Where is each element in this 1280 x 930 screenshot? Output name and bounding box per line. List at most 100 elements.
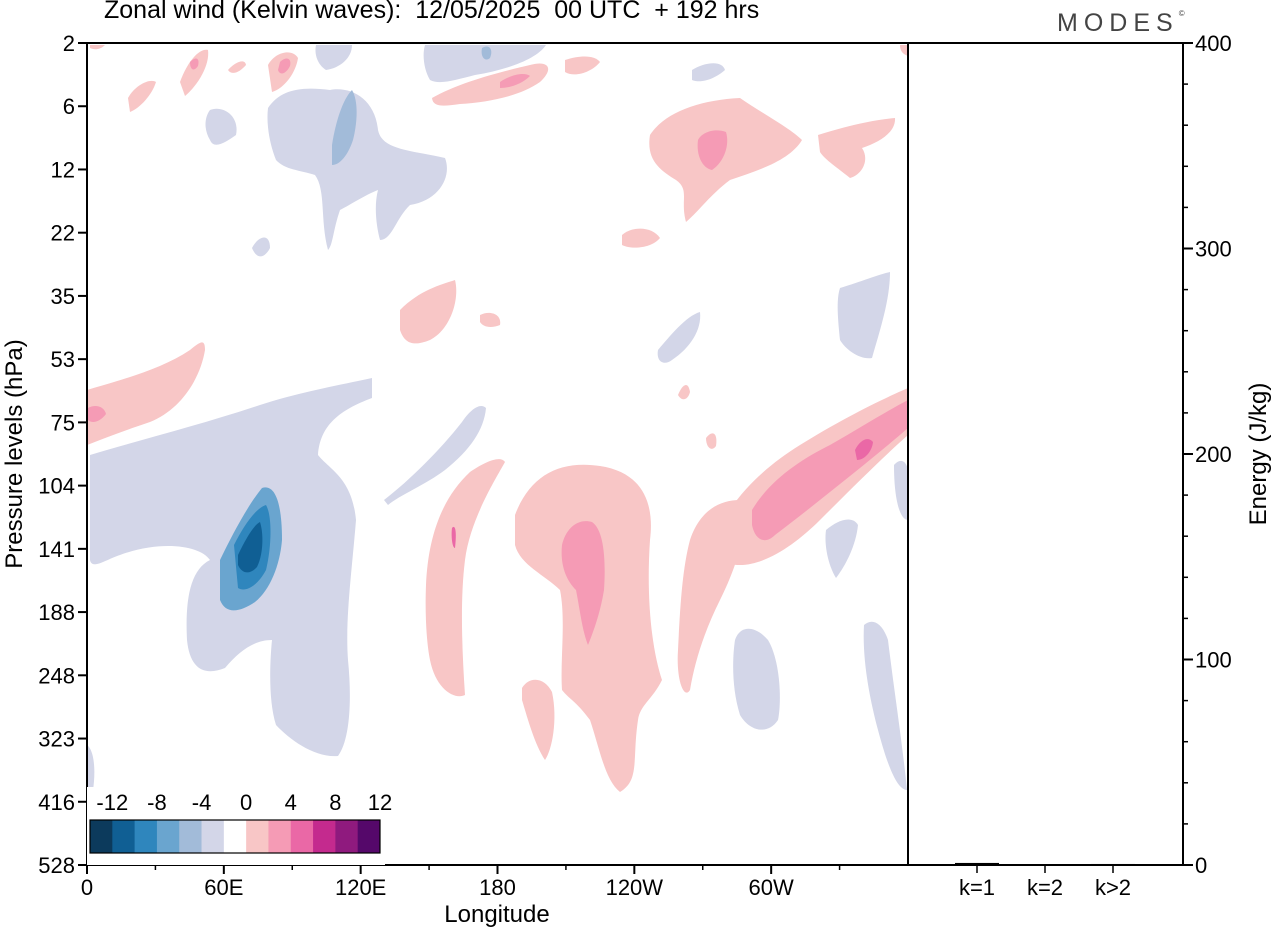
colorbar-label: 8 xyxy=(329,790,341,815)
contour-fields xyxy=(87,45,908,792)
colorbar-swatch xyxy=(335,820,359,853)
neg-region-tiny-core xyxy=(481,46,492,60)
y-tick-label: 248 xyxy=(38,663,75,688)
modes-logo: MODES© xyxy=(1057,9,1185,38)
colorbar-label: -4 xyxy=(192,790,212,815)
x-axis: 0 60E 120E 180 120W 60W xyxy=(81,865,841,900)
pos-region-mid-2 xyxy=(480,312,501,327)
chart-title: Zonal wind (Kelvin waves): 12/05/2025 00… xyxy=(104,0,760,24)
y-tick-label: 53 xyxy=(51,347,75,372)
neg-region-top xyxy=(423,45,546,83)
energy-axis-label: Energy (J/kg) xyxy=(1245,383,1272,526)
x-tick-label: 180 xyxy=(479,875,516,900)
pos-region-core-small xyxy=(451,526,456,548)
colorbar-label: -12 xyxy=(96,790,128,815)
pos-region-core-strato xyxy=(500,74,530,88)
neg-region-small-3 xyxy=(657,312,701,363)
y-tick-label: 323 xyxy=(38,727,75,752)
neg-region-right-mid xyxy=(825,519,858,578)
x-tick-label: 120W xyxy=(606,875,664,900)
pos-region-core-top-b xyxy=(190,58,199,70)
y-axis-label: Pressure levels (hPa) xyxy=(1,339,28,568)
pos-region-core-12 xyxy=(855,439,873,460)
pos-region-small-a xyxy=(678,384,690,400)
colorbar-swatch xyxy=(290,820,314,853)
energy-panel: 0 100 200 300 400 k=1 k=2 k>2 xyxy=(908,31,1232,900)
pos-region-low-plume xyxy=(522,679,555,760)
x-tick-label: 60E xyxy=(204,875,243,900)
energy-tick-label: 400 xyxy=(1195,31,1232,56)
y-tick-label: 22 xyxy=(51,221,75,246)
colorbar-label: 4 xyxy=(285,790,297,815)
pos-region-core-central xyxy=(561,521,605,645)
y-tick-label: 12 xyxy=(51,157,75,182)
colorbar-swatch xyxy=(268,820,292,853)
colorbar-legend: -12 -8 -4 0 4 8 12 xyxy=(87,787,392,865)
colorbar-swatch xyxy=(156,820,180,853)
left-y-axis: 2 6 12 22 35 53 75 104 141 188 248 323 416 528 xyxy=(38,31,87,878)
colorbar-swatch xyxy=(246,820,269,853)
pos-region-top-5 xyxy=(90,45,105,50)
neg-region-core-12 xyxy=(238,522,263,573)
colorbar-swatch xyxy=(90,820,113,853)
colorbar-swatch xyxy=(134,820,158,853)
colorbar-swatch xyxy=(201,820,225,853)
neg-region-small-4 xyxy=(692,63,725,82)
y-tick-label: 75 xyxy=(51,410,75,435)
energy-category-label: k>2 xyxy=(1095,875,1131,900)
energy-y-axis: 0 100 200 300 400 xyxy=(1183,31,1232,878)
energy-category-label: k=1 xyxy=(959,875,995,900)
neg-region-small-5 xyxy=(837,272,890,359)
neg-region-topleft xyxy=(315,45,352,70)
logo-mark: © xyxy=(1178,9,1185,18)
y-tick-label: 188 xyxy=(38,600,75,625)
colorbar-frame xyxy=(89,819,381,854)
y-tick-label: 416 xyxy=(38,790,75,815)
pos-region-strato-1 xyxy=(432,63,549,106)
energy-category-label: k=2 xyxy=(1027,875,1063,900)
neg-region-small-2 xyxy=(252,237,270,257)
x-tick-label: 120E xyxy=(335,875,386,900)
colorbar-label: 12 xyxy=(368,790,392,815)
pos-region-central xyxy=(425,459,505,697)
colorbar-swatch xyxy=(112,820,136,853)
colorbar-label: 0 xyxy=(240,790,252,815)
x-tick-label: 0 xyxy=(81,875,93,900)
neg-region-right-low xyxy=(733,628,780,730)
pos-region-core-upper xyxy=(697,130,728,170)
colorbar-swatch xyxy=(357,820,381,853)
y-tick-label: 104 xyxy=(38,474,75,499)
x-axis-label: Longitude xyxy=(444,901,549,928)
pos-region-top-4 xyxy=(228,61,246,73)
neg-region-upper xyxy=(267,88,447,250)
pos-region-upper-right xyxy=(649,98,802,222)
colorbar-label: -8 xyxy=(147,790,167,815)
neg-region-tongue xyxy=(384,405,486,505)
colorbar-swatch xyxy=(223,820,247,853)
pos-region-top-1 xyxy=(180,49,209,96)
colorbar-swatch xyxy=(179,820,202,853)
y-tick-label: 528 xyxy=(38,853,75,878)
energy-tick-label: 0 xyxy=(1195,853,1207,878)
heatmap-panel xyxy=(86,42,909,866)
y-tick-label: 35 xyxy=(51,284,75,309)
pos-region-mid-3 xyxy=(622,228,660,248)
y-tick-label: 141 xyxy=(38,537,75,562)
neg-region-right-low-2 xyxy=(863,621,907,790)
pos-region-mid-1 xyxy=(400,280,457,344)
pos-region-core-diagonal xyxy=(752,400,908,541)
neg-region-left-edge xyxy=(87,745,95,790)
pos-region-west-band xyxy=(87,342,205,445)
colorbar-swatch xyxy=(313,820,336,853)
pos-region-strato-2 xyxy=(565,56,600,75)
pos-region-top-3 xyxy=(128,80,156,112)
logo-text: MODES xyxy=(1057,9,1179,37)
energy-bar xyxy=(1091,863,1135,866)
y-tick-label: 2 xyxy=(63,31,75,56)
energy-bar xyxy=(955,862,999,865)
pos-region-core-top-a xyxy=(278,58,291,74)
x-tick-label: 60W xyxy=(749,875,794,900)
y-tick-label: 6 xyxy=(63,94,75,119)
energy-tick-label: 300 xyxy=(1195,237,1232,262)
